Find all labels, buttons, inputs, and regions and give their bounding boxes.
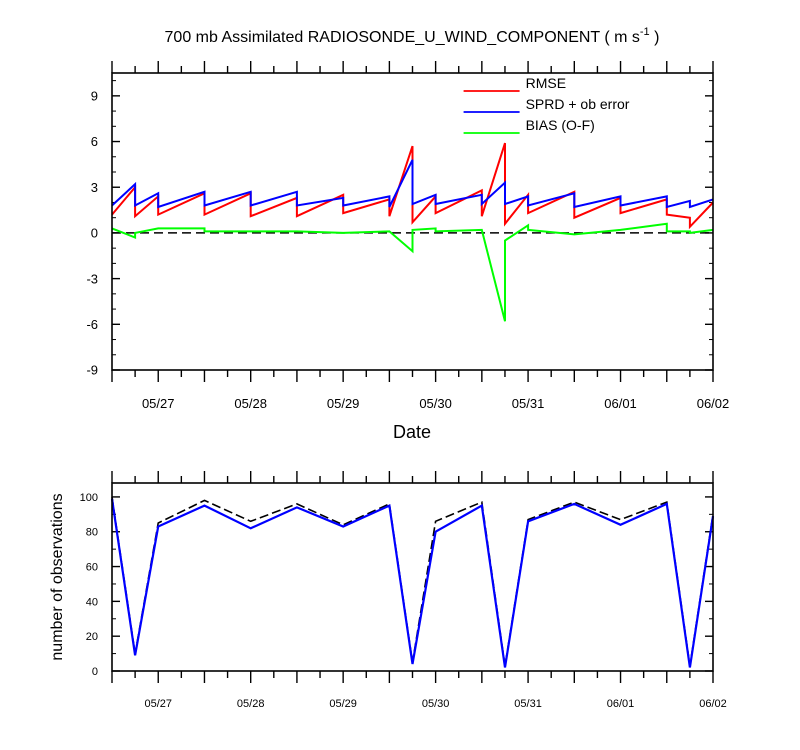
x-tick-label: 06/02	[697, 396, 730, 411]
y-tick-label: 20	[86, 631, 98, 643]
legend-label: BIAS (O-F)	[526, 117, 595, 133]
x-tick-label: 05/28	[234, 396, 267, 411]
series-line-sprd-ob-error	[111, 159, 714, 209]
y-tick-label: 80	[86, 527, 98, 539]
y-tick-label: 100	[80, 492, 98, 504]
bottom-panel: 0 20 40 60 80 100 05/27 05/28 05/29 05/30 05/31 06/…	[80, 471, 727, 710]
y-axis-label: number of observations	[49, 493, 66, 660]
y-tick-label: 9	[91, 89, 98, 104]
x-tick-label: 06/01	[607, 698, 635, 710]
series-line-bias-o-f-	[111, 222, 714, 322]
y-tick-label: -3	[86, 271, 98, 286]
y-tick-label: 3	[91, 180, 98, 195]
legend-label: RMSE	[526, 75, 566, 91]
series-line-observations-assimilated	[110, 498, 715, 668]
x-tick-label: 06/01	[604, 396, 637, 411]
x-axis-label: Date	[393, 422, 431, 442]
x-tick-label: 05/27	[142, 396, 175, 411]
x-tick-label: 05/31	[514, 698, 542, 710]
x-tick-label: 05/30	[422, 698, 450, 710]
y-tick-label: -9	[86, 363, 98, 378]
plot-frame	[111, 72, 714, 371]
x-tick-label: 06/02	[699, 698, 727, 710]
top-panel: -9 -6 -3 0 3 6 9 05/27 05/28 05/29 05/30 05/31 06/01…	[86, 61, 729, 411]
x-tick-label: 05/29	[329, 698, 357, 710]
y-tick-label: 60	[86, 562, 98, 574]
chart-title: 700 mb Assimilated RADIOSONDE_U_WIND_COM…	[165, 26, 660, 46]
y-tick-label: -6	[86, 317, 98, 332]
x-tick-label: 05/27	[144, 698, 172, 710]
x-tick-label: 05/29	[327, 396, 360, 411]
x-tick-label: 05/30	[419, 396, 452, 411]
y-tick-label: 0	[91, 226, 98, 241]
legend-label: SPRD + ob error	[526, 96, 630, 112]
y-tick-label: 0	[92, 666, 98, 678]
x-tick-label: 05/31	[512, 396, 545, 411]
series-line-observations-possible	[111, 496, 714, 666]
y-tick-label: 6	[91, 134, 98, 149]
plot-frame	[111, 482, 714, 672]
y-tick-label: 40	[86, 596, 98, 608]
x-tick-label: 05/28	[237, 698, 265, 710]
